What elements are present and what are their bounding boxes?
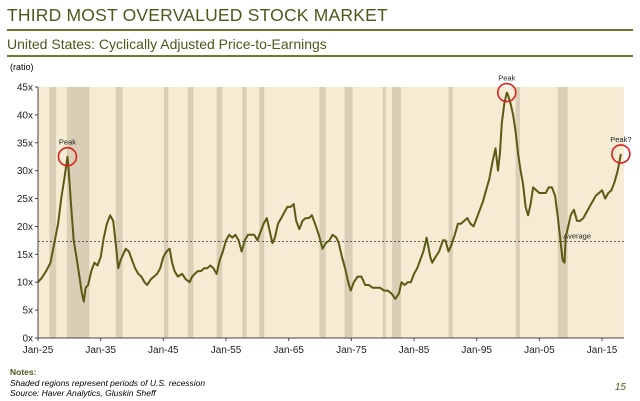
chart-subtitle: United States: Cyclically Adjusted Price… bbox=[7, 36, 327, 52]
peak-label: Peak bbox=[59, 138, 76, 147]
recession-band bbox=[392, 87, 401, 338]
notes-heading: Notes: bbox=[10, 367, 37, 377]
y-tick-label: 35x bbox=[17, 138, 33, 149]
y-tick-label: 25x bbox=[17, 194, 33, 205]
series-group bbox=[37, 91, 622, 303]
y-tick-label: 30x bbox=[17, 166, 33, 177]
recession-band bbox=[242, 87, 247, 338]
x-tick-label: Jan-85 bbox=[399, 345, 430, 356]
footer-notes: Notes: Shaded regions represent periods … bbox=[10, 367, 205, 399]
average-label: Average bbox=[563, 232, 591, 241]
x-tick-label: Jan-65 bbox=[273, 345, 304, 356]
recession-band bbox=[49, 87, 57, 338]
recession-band bbox=[216, 87, 223, 338]
subtitle-divider bbox=[7, 55, 633, 57]
x-tick-label: Jan-25 bbox=[23, 345, 54, 356]
x-tick-label: Jan-45 bbox=[148, 345, 179, 356]
axes-group: 0x 5x 10x 15x 20x 25x 30x 35x 40x 45x Jan-25 Jan-35… bbox=[17, 83, 624, 356]
y-tick-label: 10x bbox=[17, 278, 33, 289]
recession-band bbox=[187, 87, 194, 338]
recession-band bbox=[448, 87, 453, 338]
title-divider bbox=[7, 29, 633, 31]
page-title: THIRD MOST OVERVALUED STOCK MARKET bbox=[7, 5, 388, 25]
recession-band bbox=[557, 87, 568, 338]
recession-band bbox=[344, 87, 353, 338]
x-tick-label: Jan-05 bbox=[524, 345, 555, 356]
recession-band bbox=[259, 87, 265, 338]
page-number: 15 bbox=[614, 382, 626, 393]
recession-band bbox=[66, 87, 90, 338]
x-tick-label: Jan-35 bbox=[85, 345, 116, 356]
recession-band bbox=[515, 87, 520, 338]
recession-band bbox=[319, 87, 326, 338]
y-tick-label: 15x bbox=[17, 250, 33, 261]
y-tick-label: 40x bbox=[17, 110, 33, 121]
y-tick-label: 0x bbox=[22, 334, 33, 345]
peak-circle bbox=[611, 144, 631, 164]
x-tick-label: Jan-75 bbox=[336, 345, 367, 356]
recession-band bbox=[163, 87, 169, 338]
cape-series-line bbox=[37, 91, 622, 303]
recession-band bbox=[115, 87, 123, 338]
y-axis-unit: (ratio) bbox=[10, 62, 34, 72]
recession-note: Shaded regions represent periods of U.S.… bbox=[10, 377, 206, 388]
plot-background bbox=[38, 87, 624, 338]
y-tick-label: 5x bbox=[22, 306, 33, 317]
recession-band bbox=[382, 87, 386, 338]
source-note: Source: Haver Analytics, Gluskin Sheff bbox=[10, 388, 156, 398]
x-tick-label: Jan-95 bbox=[461, 345, 492, 356]
y-tick-label: 20x bbox=[17, 222, 33, 233]
average-line-group: Average bbox=[38, 232, 624, 242]
x-tick-label: Jan-15 bbox=[587, 345, 618, 356]
annotation-group: Peak Peak Peak? bbox=[57, 74, 632, 167]
peak-circle bbox=[496, 82, 517, 103]
x-tick-label: Jan-55 bbox=[211, 345, 242, 356]
peak-circle bbox=[57, 146, 78, 167]
y-tick-label: 45x bbox=[17, 83, 33, 94]
peak-label: Peak bbox=[498, 74, 515, 83]
peak-label: Peak? bbox=[610, 135, 631, 144]
